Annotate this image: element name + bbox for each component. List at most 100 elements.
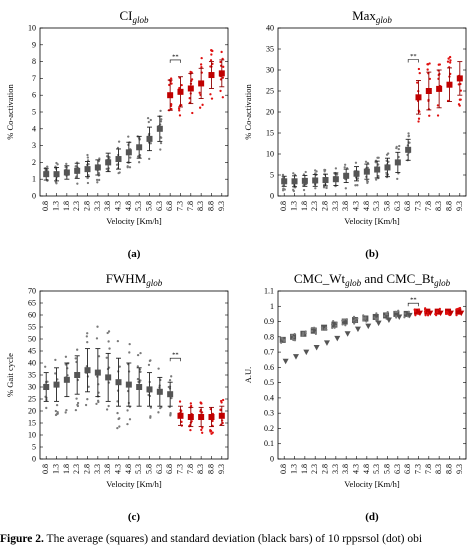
mean-square — [353, 170, 360, 177]
subject-dot — [136, 365, 139, 368]
mean-square — [456, 75, 463, 82]
chart-panel-4: CMC_Wtglob and CMC_Btglob 0 0.1 0.2 0.3 0.4 0.… — [243, 271, 467, 523]
mean-square — [167, 391, 174, 398]
caption-label: Figure 2. — [0, 533, 44, 545]
subject-dot — [209, 93, 212, 96]
x-tick-label: 3.8 — [103, 464, 112, 474]
y-tick-label: 70 — [28, 287, 36, 296]
x-tick-label: 2.3 — [72, 201, 81, 211]
panel-letter: (c) — [128, 511, 141, 523]
x-tick-label: 6.3 — [393, 201, 402, 211]
mean-square — [446, 81, 453, 88]
subject-dot — [148, 359, 152, 363]
x-tick-label: 2.8 — [321, 201, 330, 211]
subject-dot — [201, 103, 204, 106]
chart-title: CIglob — [119, 8, 149, 25]
subject-dot — [95, 402, 98, 405]
mean-square — [341, 318, 348, 325]
subject-dot — [149, 415, 152, 418]
subject-dot — [404, 312, 407, 315]
y-tick-label: 0.1 — [264, 439, 274, 448]
x-tick-label: 8.3 — [434, 201, 443, 211]
mean-square — [218, 70, 225, 77]
mean-square — [156, 125, 163, 132]
subject-dot — [126, 165, 129, 168]
subject-dot — [455, 314, 458, 317]
subject-dot — [169, 414, 172, 417]
x-tick-label: 7.3 — [413, 201, 422, 211]
subject-dot — [302, 188, 306, 192]
subject-dot — [56, 411, 59, 414]
subject-dot — [395, 316, 398, 319]
subject-dot — [169, 77, 173, 80]
chart-title: Maxglob — [352, 8, 392, 25]
x-tick-label: 7.3 — [175, 201, 184, 211]
mean-square — [156, 388, 163, 395]
y-tick-label: 0 — [270, 192, 274, 201]
x-tick-label: 1.8 — [300, 464, 309, 474]
subject-dot — [116, 411, 119, 415]
plot-frame — [277, 290, 467, 460]
y-tick-label: 30 — [28, 383, 36, 392]
x-tick-label: 2.3 — [310, 201, 319, 211]
subject-dot — [344, 187, 347, 190]
significance-bracket — [169, 357, 181, 362]
mean-square — [218, 412, 225, 419]
subject-dot — [65, 162, 68, 166]
subject-dot — [292, 172, 295, 175]
x-tick-label: 7.3 — [413, 464, 422, 474]
y-tick-label: 0.9 — [264, 317, 274, 326]
x-tick-label: 4.3 — [352, 464, 361, 474]
subject-dot — [447, 57, 450, 60]
subject-dot — [335, 321, 338, 324]
subject-dot — [332, 319, 335, 323]
subject-dot — [311, 330, 314, 333]
subject-dot — [44, 365, 47, 368]
subject-dot — [414, 314, 417, 317]
subject-dot — [128, 166, 132, 169]
x-tick-label: 3.8 — [341, 201, 350, 211]
subject-dot — [283, 339, 286, 342]
x-tick-label: 6.3 — [155, 201, 164, 211]
subject-dot — [302, 331, 305, 334]
subject-dot — [418, 72, 421, 75]
subject-dot — [325, 186, 328, 189]
subject-dot — [302, 183, 305, 187]
x-tick-label: 4.8 — [362, 201, 371, 211]
subject-dot — [96, 325, 99, 328]
x-tick-label: 2.8 — [83, 464, 92, 474]
subject-dot — [219, 89, 222, 93]
subject-dot — [46, 380, 49, 383]
subject-dot — [413, 308, 416, 311]
x-tick-label: 4.3 — [352, 201, 361, 211]
subject-dot — [76, 182, 79, 185]
subject-dot — [281, 189, 285, 192]
x-tick-label: 2.8 — [83, 201, 92, 211]
subject-dot — [417, 308, 421, 311]
x-axis-label: Velocity [Km/h] — [106, 216, 162, 226]
subject-dot — [362, 314, 365, 317]
y-axis-label: % Gait cycle — [5, 353, 15, 397]
subject-dot — [459, 89, 462, 92]
mean-square — [84, 367, 91, 374]
x-tick-label: 5.8 — [144, 464, 153, 474]
mean-square — [43, 384, 50, 390]
y-tick-label: 8 — [32, 57, 36, 66]
subject-dot — [159, 406, 162, 410]
x-tick-label: 6.8 — [165, 464, 174, 474]
subject-dot — [190, 78, 194, 81]
subject-dot — [221, 76, 225, 79]
subject-dot — [95, 178, 99, 182]
subject-dot — [127, 135, 130, 138]
subject-dot — [222, 65, 225, 68]
mean-square — [393, 310, 400, 317]
x-tick-label: 2.3 — [310, 464, 319, 474]
subject-dot — [46, 165, 49, 168]
subject-dot — [312, 326, 316, 329]
subject-dot — [105, 356, 108, 359]
subject-dot — [398, 144, 401, 148]
subject-dot — [364, 160, 368, 163]
y-tick-label: 6 — [32, 91, 36, 100]
subject-dot — [96, 181, 99, 184]
y-tick-label: 25 — [28, 395, 36, 404]
